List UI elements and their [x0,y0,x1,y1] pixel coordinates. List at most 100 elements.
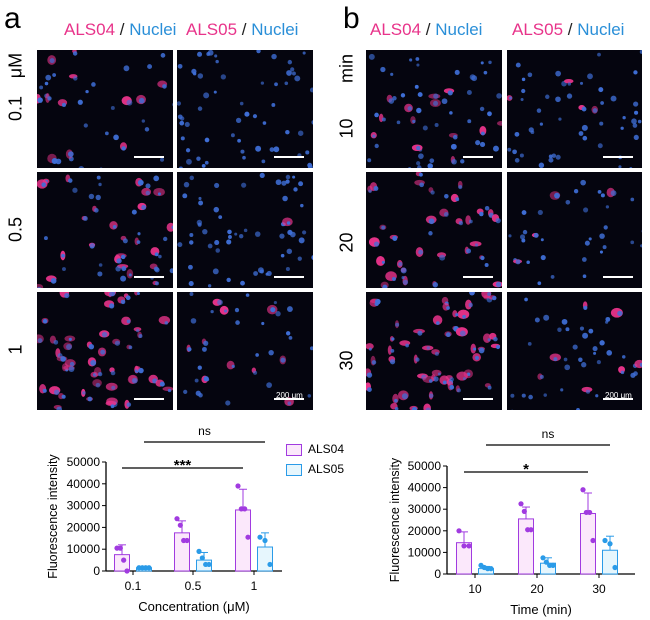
panel-b-row-label: 30 [336,350,357,371]
nucleus [136,292,140,295]
nucleus [98,182,102,187]
data-point [174,516,180,522]
nucleus [137,179,144,186]
marker: ALS05 [512,20,564,39]
nucleus [82,216,88,221]
stain: Nuclei [129,20,177,39]
nucleus [147,64,153,70]
nucleus [215,59,219,64]
nucleus [213,206,220,213]
nucleus [292,175,296,179]
nucleus [198,196,202,200]
nucleus [514,158,520,163]
nucleus [584,240,590,246]
micrograph [366,292,502,410]
nucleus [104,131,109,136]
nucleus [456,388,461,393]
nucleus [235,117,242,124]
nucleus [42,318,48,324]
nucleus [286,221,291,225]
nucleus [227,229,232,235]
marker: ALS04 [64,20,116,39]
nucleus [434,122,439,128]
nucleus [557,327,562,332]
nucleus [162,84,167,89]
nucleus [88,193,95,200]
nucleus [395,322,400,327]
nucleus [388,98,395,104]
nucleus [538,162,545,168]
cell-stain [456,371,468,381]
nucleus [114,340,121,346]
nucleus [368,53,375,60]
nucleus [429,158,435,164]
nucleus [265,272,269,276]
nucleus [290,231,296,238]
nucleus [72,187,78,193]
nucleus [96,175,101,180]
nucleus [427,163,434,168]
nucleus [94,208,99,213]
nucleus [401,393,408,400]
data-point [602,537,608,544]
nucleus [203,376,209,382]
data-point [587,509,593,516]
nucleus [603,225,608,230]
nucleus [197,73,204,79]
nucleus [599,340,605,346]
x-tick-label: 20 [530,582,544,596]
nucleus [622,116,626,120]
data-point [242,506,248,512]
nucleus [418,172,423,177]
nucleus [373,241,380,247]
nucleus [186,158,192,165]
nucleus [416,145,421,151]
nucleus [598,87,604,93]
data-point [543,559,549,565]
data-point [199,555,205,561]
nucleus [253,370,258,375]
stain: Nuclei [435,20,483,39]
y-tick-label: 20000 [67,520,101,534]
nucleus [599,250,603,254]
nucleus [533,232,539,238]
nucleus [197,365,202,370]
nucleus [449,377,454,382]
nucleus [120,275,127,282]
nucleus [154,267,160,273]
nucleus [493,336,498,342]
nucleus [182,193,188,199]
nucleus [252,114,258,119]
micrograph [507,172,642,288]
nucleus [188,281,194,287]
scale-bar [274,398,304,400]
nucleus [183,181,190,188]
nucleus [599,121,604,126]
nucleus [37,97,43,103]
nucleus [305,150,310,155]
nucleus [171,225,173,229]
nucleus [444,194,449,199]
nucleus [228,235,232,239]
scale-bar [463,276,493,278]
nucleus [537,209,543,216]
nucleus [189,233,194,238]
nucleus [88,343,95,350]
y-tick-label: 10000 [67,542,101,556]
scale-bar [603,398,633,400]
bar-als04 [580,513,596,575]
nucleus [632,123,638,128]
data-point [124,568,130,574]
nucleus [245,293,250,297]
nucleus [478,347,485,354]
nucleus [131,377,138,384]
nucleus [42,388,47,393]
data-point [466,543,472,549]
nucleus [204,160,209,165]
nucleus [123,65,130,72]
nucleus [239,101,244,106]
cell-stain [162,386,173,391]
nucleus [411,406,418,410]
nucleus [580,179,586,186]
nucleus [259,172,265,178]
